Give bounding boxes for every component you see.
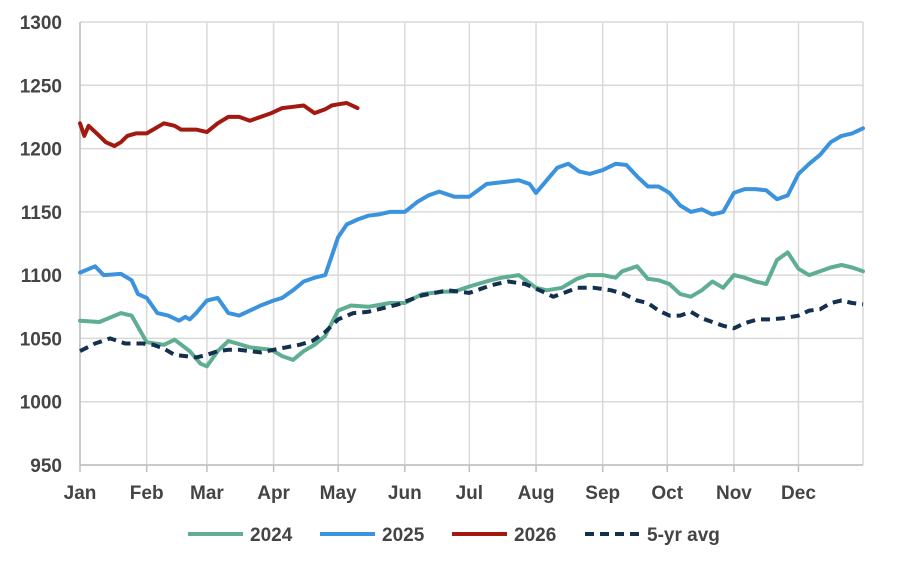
x-tick-label: Feb (130, 483, 164, 504)
legend-label: 2026 (514, 525, 556, 546)
y-tick-label: 1150 (21, 203, 62, 224)
y-tick-label: 1050 (20, 329, 62, 350)
series-line-2025 (78, 126, 865, 323)
series-line-5-yr-avg (79, 279, 864, 360)
x-tick-label: Apr (257, 483, 290, 504)
x-tick-label: Dec (781, 483, 816, 504)
series-lines (78, 101, 865, 369)
x-tick-label: Jul (456, 483, 483, 504)
y-axis: 950 1000 1050 1100 1150 1200 1250 1300 (20, 13, 81, 477)
x-tick-label: Sep (585, 483, 620, 504)
y-tick-label: 950 (30, 456, 62, 477)
x-tick-label: Oct (651, 483, 683, 504)
x-tick-label: Mar (190, 483, 224, 504)
x-tick-label: Jan (64, 483, 97, 504)
y-tick-label: 1100 (21, 266, 62, 287)
y-tick-label: 1000 (20, 393, 62, 414)
legend-label: 2024 (250, 525, 293, 546)
legend-label: 2025 (382, 525, 425, 546)
series-line-2026 (78, 101, 360, 148)
x-tick-label: Nov (716, 483, 752, 504)
legend: 2024 2025 2026 5-yr avg (188, 525, 720, 546)
grid (79, 21, 864, 466)
y-tick-label: 1300 (20, 13, 62, 34)
y-tick-label: 1250 (20, 76, 62, 97)
x-axis: Jan Feb Mar Apr May Jun Jul Aug Sep Oct Nov Dec (64, 464, 863, 504)
legend-label: 5-yr avg (647, 525, 720, 546)
y-tick-label: 1200 (20, 140, 62, 161)
x-tick-label: May (320, 483, 357, 504)
x-tick-label: Jun (388, 483, 422, 504)
x-tick-label: Aug (518, 483, 555, 504)
